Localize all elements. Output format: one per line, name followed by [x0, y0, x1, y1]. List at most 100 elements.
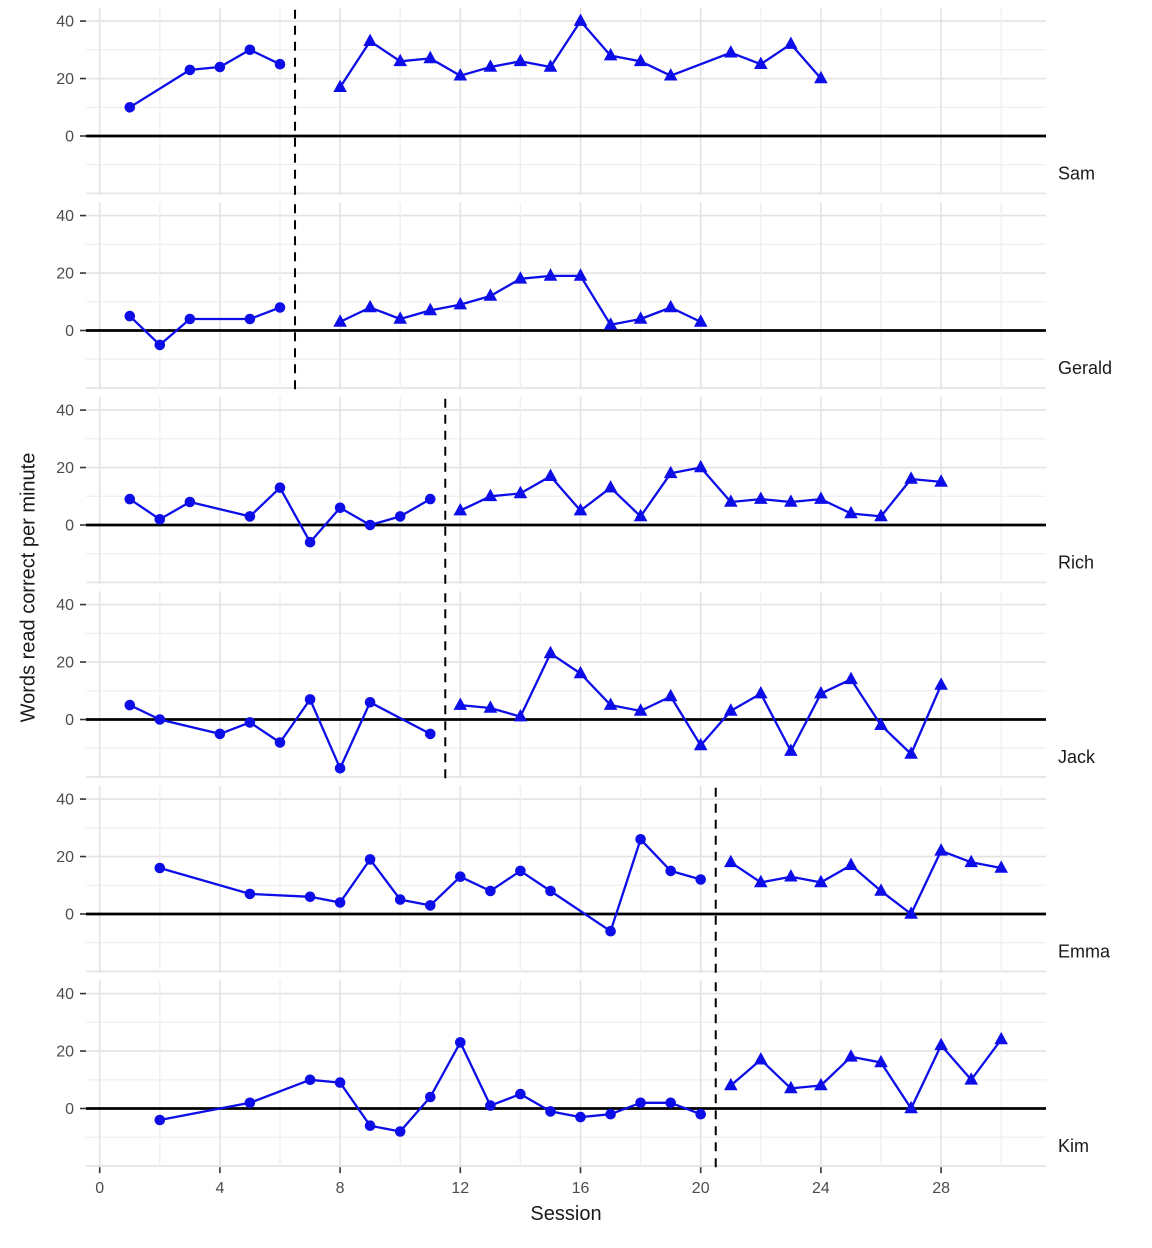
data-point	[814, 491, 828, 504]
data-point	[844, 1049, 858, 1062]
baseline-series	[124, 302, 286, 351]
data-point	[874, 717, 888, 730]
data-point	[693, 737, 708, 751]
data-point	[394, 511, 406, 522]
data-point	[665, 1097, 676, 1109]
panel-sam: 0 20 40 Sam	[56, 7, 1095, 195]
data-point	[603, 697, 618, 710]
data-point	[695, 874, 706, 885]
data-point	[904, 471, 918, 484]
panel-rich: 0 20 40 Rich	[56, 396, 1094, 584]
svg-text:0: 0	[65, 907, 74, 924]
baseline-series	[124, 482, 436, 548]
svg-text:20: 20	[56, 460, 74, 477]
data-point	[363, 299, 377, 313]
data-point	[605, 1108, 616, 1120]
data-point	[483, 488, 498, 502]
v-gridlines	[98, 980, 1002, 1168]
data-point	[364, 697, 376, 708]
data-point	[665, 865, 676, 877]
data-point	[934, 1037, 948, 1051]
data-point	[635, 1097, 646, 1109]
data-point	[393, 53, 407, 67]
svg-text:40: 40	[56, 986, 74, 1003]
data-point	[124, 493, 136, 505]
data-point	[814, 686, 828, 699]
data-point	[784, 1080, 798, 1094]
data-point	[874, 508, 888, 522]
data-point	[184, 313, 196, 325]
data-point	[874, 1054, 888, 1068]
data-point	[814, 70, 828, 84]
intervention-series	[333, 268, 708, 330]
data-point	[334, 763, 346, 774]
data-point	[423, 302, 438, 316]
data-point	[724, 45, 738, 58]
data-point	[724, 703, 738, 716]
data-point	[543, 468, 558, 481]
data-point	[663, 465, 678, 479]
data-point	[455, 1037, 466, 1048]
svg-text:20: 20	[56, 1044, 74, 1061]
facet-label: Gerald	[1058, 358, 1112, 378]
data-point	[934, 474, 948, 487]
h-gridlines	[86, 798, 1046, 973]
data-point	[663, 68, 678, 81]
h-gridlines	[86, 214, 1046, 389]
data-point	[214, 728, 226, 740]
data-point	[453, 503, 468, 516]
data-point	[154, 862, 166, 874]
data-point	[485, 1100, 496, 1111]
data-point	[633, 311, 648, 324]
data-point	[244, 888, 256, 900]
data-point	[244, 717, 256, 728]
h-gridlines	[86, 20, 1046, 195]
y-tick-labels: 0 20 40	[56, 792, 86, 924]
data-point	[515, 865, 526, 877]
data-point	[214, 61, 226, 73]
data-point	[693, 459, 708, 473]
data-point	[304, 1074, 316, 1086]
data-point	[483, 288, 498, 301]
data-point	[575, 1111, 586, 1123]
data-point	[635, 834, 646, 845]
data-point	[844, 505, 858, 519]
data-point	[545, 885, 556, 897]
facet-label: Jack	[1058, 747, 1096, 767]
data-point	[844, 857, 858, 870]
svg-text:40: 40	[56, 792, 74, 809]
h-gridlines	[86, 992, 1046, 1167]
data-point	[483, 700, 498, 713]
y-tick-labels: 0 20 40	[56, 986, 86, 1118]
data-point	[784, 869, 798, 882]
intervention-series	[333, 13, 828, 92]
baseline-series	[124, 44, 286, 113]
data-point	[244, 511, 256, 522]
data-point	[124, 699, 136, 711]
data-point	[425, 493, 436, 505]
data-point	[543, 645, 558, 659]
svg-text:20: 20	[56, 655, 74, 672]
data-point	[364, 519, 376, 531]
svg-text:20: 20	[56, 266, 74, 283]
data-point	[393, 311, 407, 324]
y-tick-labels: 0 20 40	[56, 597, 86, 729]
data-point	[304, 536, 316, 548]
data-point	[784, 494, 798, 507]
panel-emma: 0 20 40 Emma	[56, 785, 1111, 973]
data-point	[334, 897, 346, 908]
data-point	[964, 1072, 978, 1085]
y-tick-labels: 0 20 40	[56, 14, 86, 146]
h-gridlines	[86, 603, 1046, 778]
data-point	[934, 677, 948, 690]
data-point	[154, 339, 166, 351]
data-point	[724, 854, 738, 868]
data-point	[364, 854, 376, 865]
data-point	[545, 1106, 556, 1117]
data-point	[154, 514, 166, 525]
data-point	[513, 485, 528, 499]
svg-text:0: 0	[95, 1180, 104, 1197]
data-point	[573, 503, 588, 516]
data-point	[394, 1126, 406, 1137]
svg-text:24: 24	[812, 1180, 830, 1197]
